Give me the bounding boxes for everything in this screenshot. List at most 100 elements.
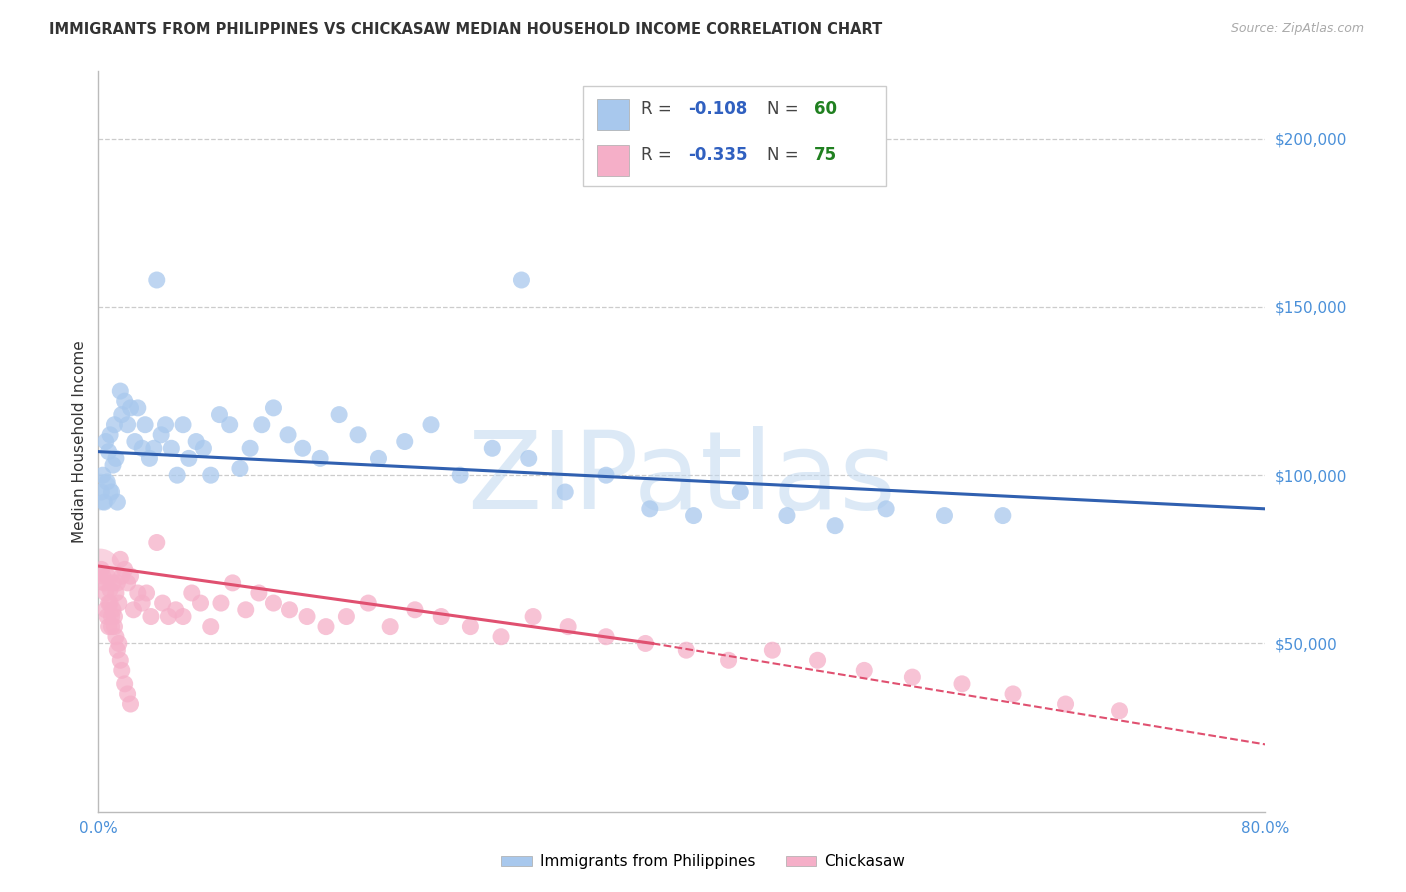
Point <box>101 458 124 472</box>
Point <box>103 417 125 432</box>
Text: N =: N = <box>768 100 804 118</box>
Point <box>638 501 661 516</box>
Point <box>221 575 243 590</box>
Point <box>209 596 232 610</box>
Point <box>146 535 169 549</box>
Text: N =: N = <box>768 145 804 163</box>
Point <box>875 501 897 516</box>
Text: R =: R = <box>641 100 678 118</box>
Point <box>104 586 127 600</box>
Point <box>291 442 314 456</box>
Point <box>91 468 114 483</box>
Point <box>761 643 783 657</box>
Point <box>262 401 284 415</box>
Point <box>94 434 117 449</box>
Text: -0.335: -0.335 <box>688 145 747 163</box>
Point <box>108 596 131 610</box>
Point <box>117 575 139 590</box>
Point <box>554 485 576 500</box>
Point <box>177 451 200 466</box>
Point <box>262 596 284 610</box>
Legend: Immigrants from Philippines, Chickasaw: Immigrants from Philippines, Chickasaw <box>495 848 911 875</box>
Point <box>404 603 426 617</box>
Point <box>278 603 301 617</box>
Point <box>218 417 240 432</box>
Point <box>142 442 165 456</box>
Point <box>90 562 112 576</box>
Point <box>117 687 139 701</box>
Point <box>105 495 128 509</box>
Point <box>94 586 117 600</box>
Point <box>110 384 132 398</box>
Point <box>127 401 149 415</box>
Point <box>595 630 617 644</box>
Point <box>172 417 194 432</box>
Point <box>134 417 156 432</box>
Point <box>157 609 180 624</box>
Point <box>901 670 924 684</box>
Point <box>853 664 876 678</box>
Point <box>114 677 136 691</box>
Point <box>172 609 194 624</box>
Point <box>235 603 257 617</box>
Text: IMMIGRANTS FROM PHILIPPINES VS CHICKASAW MEDIAN HOUSEHOLD INCOME CORRELATION CHA: IMMIGRANTS FROM PHILIPPINES VS CHICKASAW… <box>49 22 883 37</box>
Point <box>420 417 443 432</box>
Point <box>934 508 956 523</box>
Point <box>357 596 380 610</box>
Point <box>239 442 262 456</box>
Point <box>131 596 153 610</box>
Bar <box>596 145 630 176</box>
Point <box>94 603 117 617</box>
Point <box>190 596 212 610</box>
Point <box>105 575 128 590</box>
Point <box>165 603 187 617</box>
Text: ZIPatlas: ZIPatlas <box>468 425 896 532</box>
Y-axis label: Median Household Income: Median Household Income <box>72 340 87 543</box>
Point <box>96 609 118 624</box>
Point <box>135 586 157 600</box>
Point <box>139 609 162 624</box>
Point <box>277 427 299 442</box>
Point <box>104 451 127 466</box>
Point <box>138 451 160 466</box>
Point <box>110 552 132 566</box>
Point <box>93 575 115 590</box>
Point <box>229 461 252 475</box>
Point <box>127 586 149 600</box>
Point <box>595 468 617 483</box>
Point <box>991 508 1014 523</box>
Point <box>776 508 799 523</box>
Point <box>103 609 125 624</box>
Point <box>193 442 215 456</box>
Point <box>101 603 124 617</box>
Point <box>111 408 134 422</box>
Point <box>247 586 270 600</box>
Point <box>117 417 139 432</box>
Point <box>120 401 142 415</box>
Point <box>96 569 118 583</box>
Point <box>96 475 118 489</box>
Point <box>682 508 704 523</box>
Point <box>100 609 122 624</box>
Point <box>335 609 357 624</box>
Point <box>522 609 544 624</box>
Point <box>489 630 512 644</box>
Point <box>97 444 120 458</box>
Point <box>98 596 121 610</box>
Point <box>131 442 153 456</box>
Point <box>166 468 188 483</box>
Point <box>200 468 222 483</box>
Point <box>100 619 122 633</box>
Point <box>449 468 471 483</box>
Point <box>1002 687 1025 701</box>
Point <box>208 408 231 422</box>
FancyBboxPatch shape <box>582 87 886 186</box>
Point <box>250 417 273 432</box>
Point <box>510 273 533 287</box>
Point <box>97 619 120 633</box>
Point <box>824 518 846 533</box>
Point <box>150 427 173 442</box>
Point <box>89 562 111 576</box>
Point <box>328 408 350 422</box>
Text: 75: 75 <box>814 145 837 163</box>
